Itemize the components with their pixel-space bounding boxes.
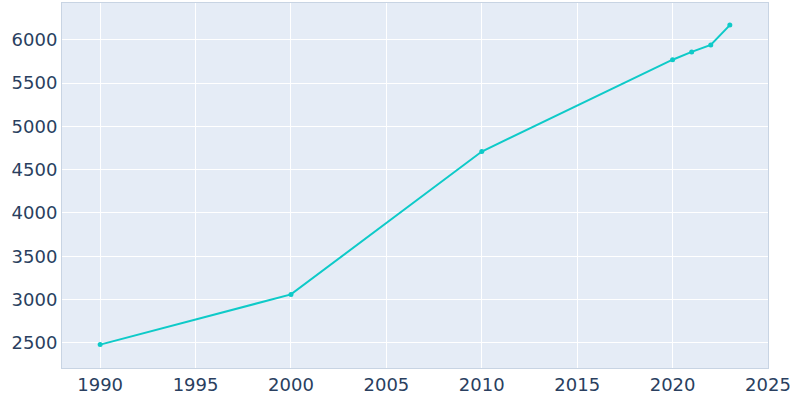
svg-text:2015: 2015 — [554, 374, 600, 395]
svg-text:5000: 5000 — [12, 116, 58, 137]
svg-text:1995: 1995 — [173, 374, 219, 395]
svg-text:2005: 2005 — [363, 374, 409, 395]
svg-text:2000: 2000 — [268, 374, 314, 395]
svg-text:2500: 2500 — [12, 332, 58, 353]
svg-text:4000: 4000 — [12, 202, 58, 223]
svg-text:6000: 6000 — [12, 29, 58, 50]
svg-text:4500: 4500 — [12, 159, 58, 180]
svg-text:3000: 3000 — [12, 289, 58, 310]
svg-text:2025: 2025 — [745, 374, 791, 395]
svg-text:3500: 3500 — [12, 246, 58, 267]
svg-text:2010: 2010 — [459, 374, 505, 395]
svg-text:5500: 5500 — [12, 72, 58, 93]
svg-text:1990: 1990 — [77, 374, 123, 395]
svg-text:2020: 2020 — [650, 374, 696, 395]
